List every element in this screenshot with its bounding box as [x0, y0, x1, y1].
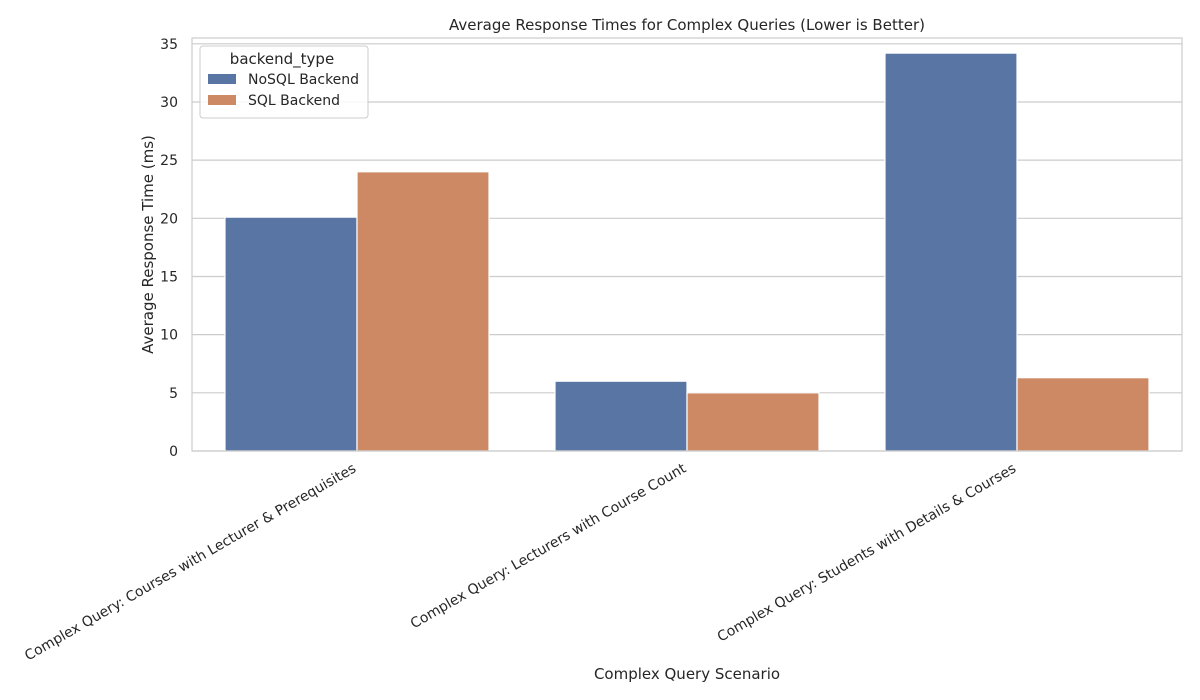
- y-tick-label: 25: [160, 153, 178, 169]
- bar-sql-backend-3: [1016, 377, 1150, 452]
- bars: [224, 52, 1150, 452]
- legend-swatch: [208, 95, 236, 105]
- legend-items: NoSQL Backend SQL Backend: [208, 72, 359, 109]
- y-tick-label: 10: [160, 328, 178, 344]
- y-tick-label: 15: [160, 269, 178, 285]
- chart-title: Average Response Times for Complex Queri…: [449, 16, 925, 34]
- y-axis-label: Average Response Time (ms): [139, 135, 157, 354]
- y-tick-label: 0: [169, 444, 178, 460]
- legend: backend_type NoSQL Backend SQL Backend: [199, 45, 369, 119]
- legend-label: NoSQL Backend: [248, 72, 359, 88]
- y-tick-label: 20: [160, 211, 178, 227]
- x-axis-label: Complex Query Scenario: [594, 665, 780, 683]
- plot-frame: [191, 37, 1183, 452]
- bar-nosql-backend-2: [554, 380, 688, 452]
- bar-sql-backend-1: [356, 171, 490, 452]
- x-tick-label: Complex Query: Courses with Lecturer & P…: [22, 461, 359, 665]
- y-tick-label: 35: [160, 37, 178, 53]
- legend-title: backend_type: [230, 50, 334, 69]
- legend-label: SQL Backend: [248, 93, 340, 109]
- bar-nosql-backend-3: [884, 52, 1018, 452]
- y-tick-label: 5: [169, 386, 178, 402]
- y-axis-ticks: 0 5 10 15 20 25 30 35: [160, 37, 178, 460]
- x-tick-label: Complex Query: Lecturers with Course Cou…: [408, 460, 690, 632]
- y-tick-label: 30: [160, 95, 178, 111]
- legend-swatch: [208, 74, 236, 84]
- bar-sql-backend-2: [686, 392, 820, 452]
- legend-box: [199, 45, 369, 119]
- x-axis-ticks: Complex Query: Courses with Lecturer & P…: [22, 460, 1019, 664]
- x-tick-label: Complex Query: Students with Details & C…: [715, 461, 1019, 646]
- bar-nosql-backend-1: [224, 216, 358, 452]
